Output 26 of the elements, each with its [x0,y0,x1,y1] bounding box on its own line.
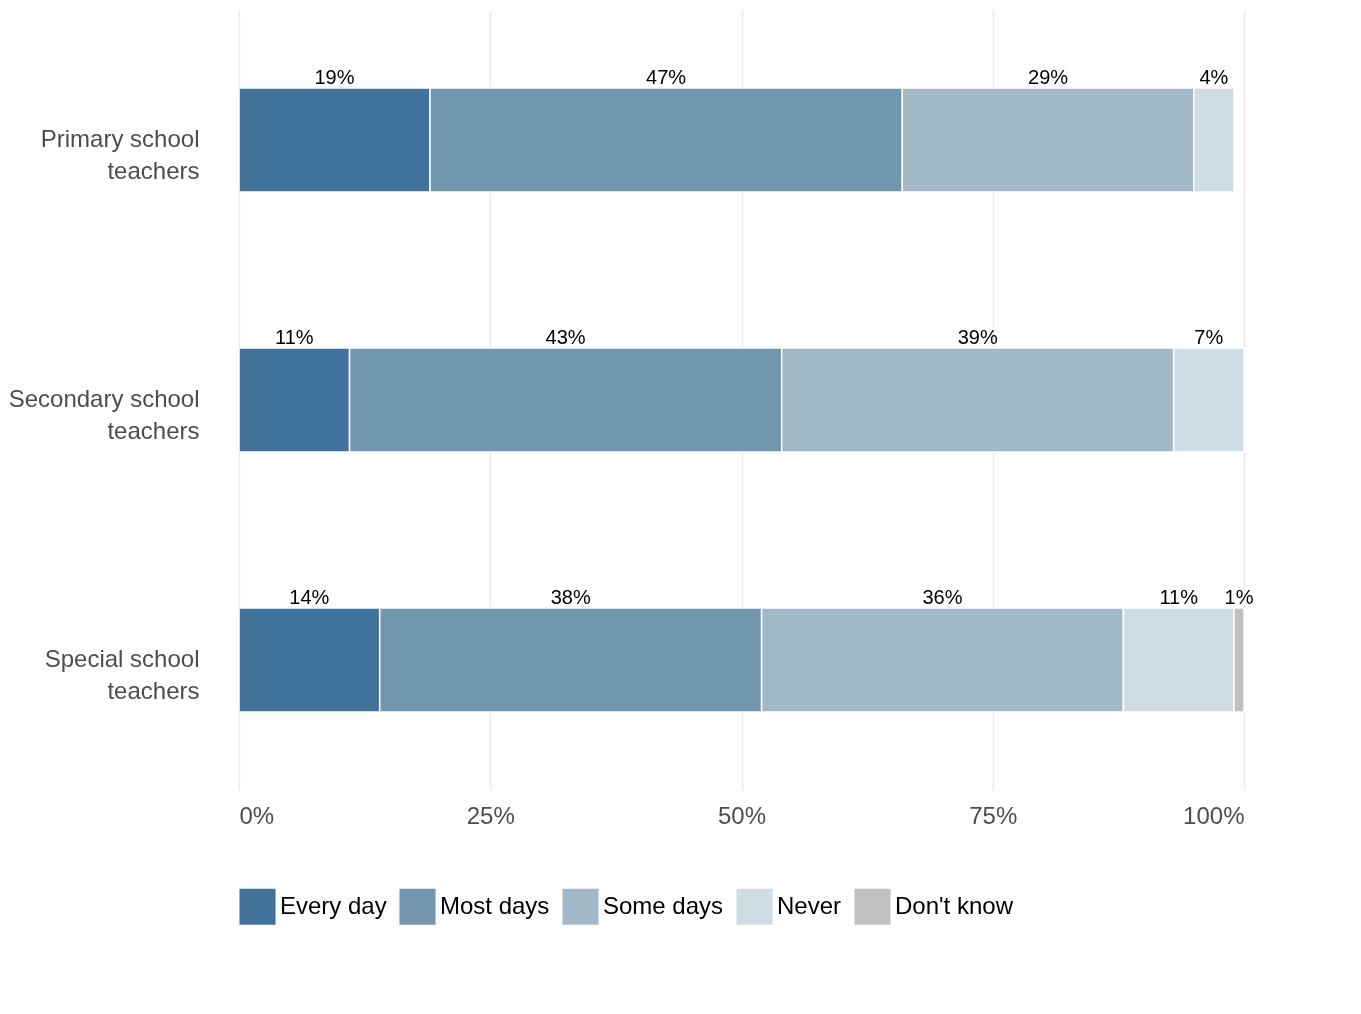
data-label: 1% [1224,586,1254,608]
x-tick-label: 25% [466,801,515,829]
legend-label: Never [777,891,842,919]
data-label: 43% [545,326,586,348]
data-label: 7% [1194,326,1224,348]
data-label: 11% [275,326,314,348]
data-label: 14% [289,586,330,608]
y-tick-label: Primary school teachers [40,125,200,184]
data-label: 19% [314,66,355,88]
data-label: 38% [550,586,591,608]
data-label: 11% [1159,586,1199,608]
x-tick-label: 50% [717,801,767,829]
y-tick-label: Special school teachers [44,645,200,704]
x-tick-label: 75% [969,801,1018,829]
legend-label: Most days [440,891,550,919]
data-label: 36% [922,586,963,608]
legend-label: Some days [603,891,724,919]
x-tick-label: 100% [1183,801,1245,829]
data-label: 29% [1028,66,1069,88]
legend-label: Every day [280,891,387,919]
legend-label: Don't know [895,891,1014,919]
x-tick-label: 0% [239,801,275,829]
data-label: 39% [957,326,998,348]
data-label: 47% [646,66,687,88]
data-label: 4% [1199,66,1229,88]
y-tick-label: Secondary school teachers [8,385,200,444]
